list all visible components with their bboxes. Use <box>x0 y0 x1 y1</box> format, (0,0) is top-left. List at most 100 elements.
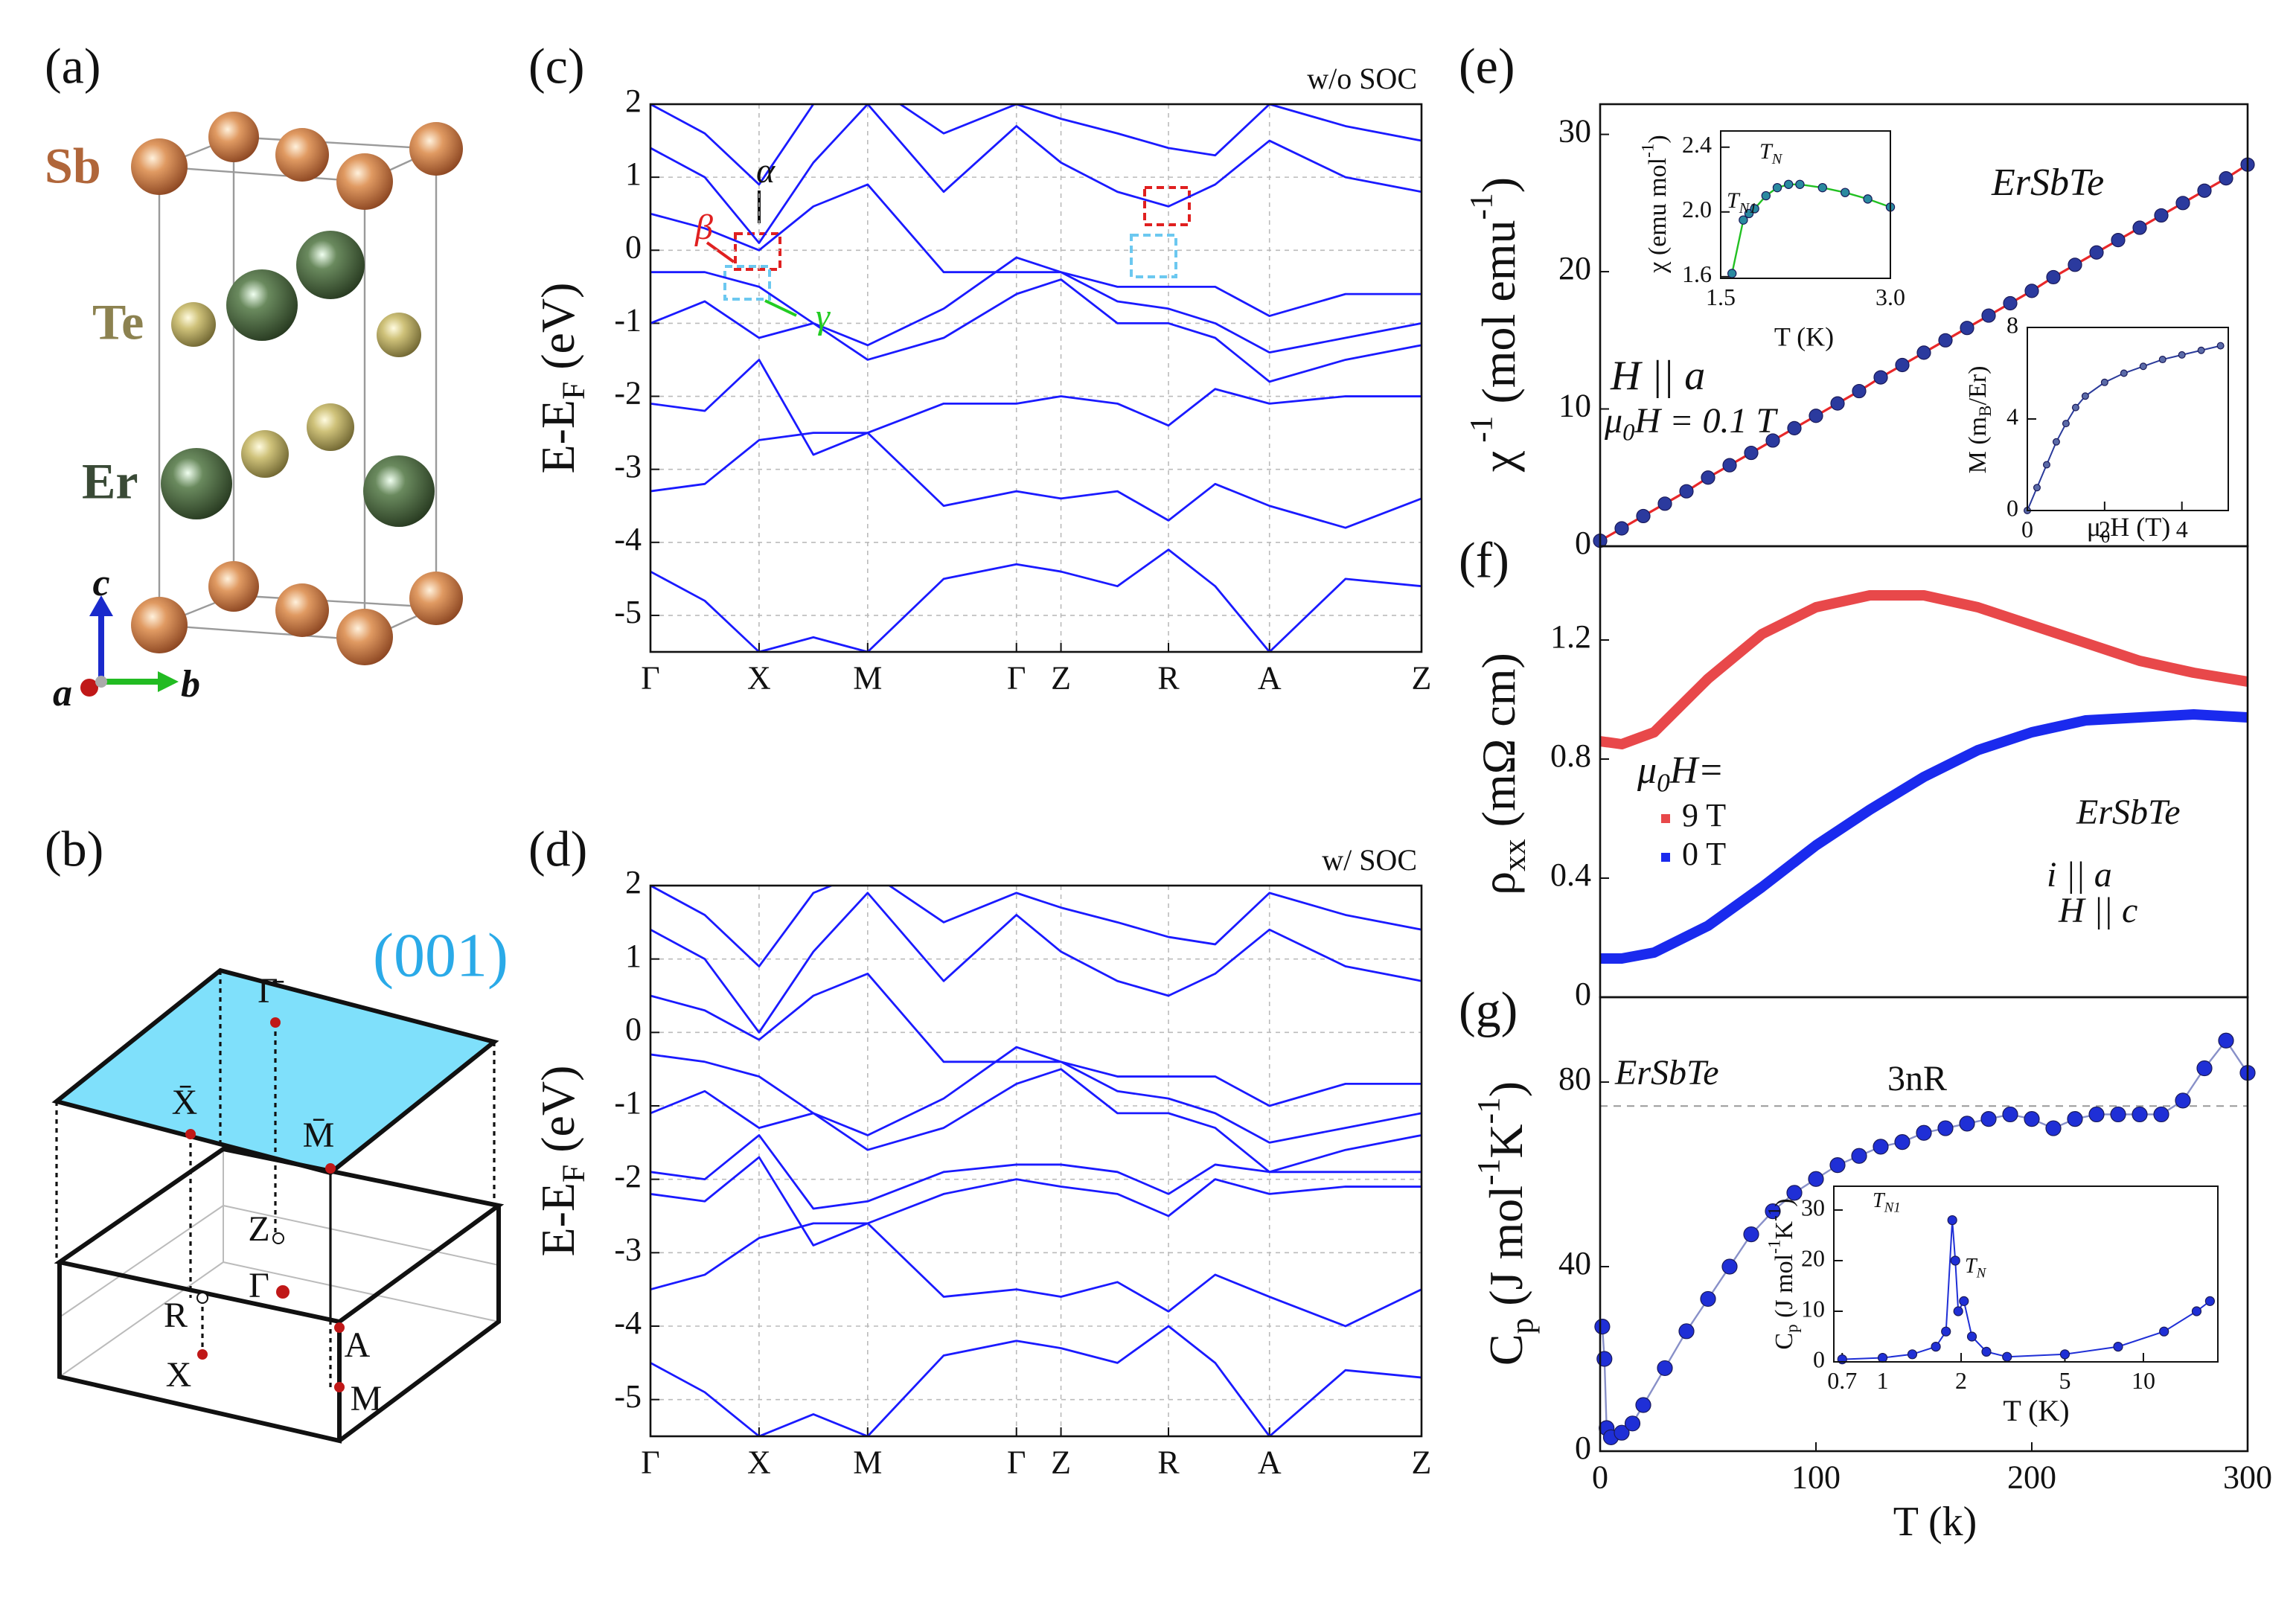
series-line <box>650 104 1422 186</box>
highlight-box <box>1130 234 1177 278</box>
data-point <box>1614 1424 1630 1441</box>
series-line <box>650 104 1422 244</box>
data-point <box>1750 204 1759 214</box>
annotation: ErSbTe <box>1991 161 2104 204</box>
element-label: Er <box>82 453 138 510</box>
data-point <box>1678 1323 1695 1340</box>
text-part: K <box>1480 1124 1532 1158</box>
data-point <box>1829 1157 1846 1174</box>
annotation: i || a <box>2047 855 2112 895</box>
atom-sb <box>131 138 188 195</box>
text-part: T <box>1873 1189 1886 1212</box>
data-point <box>2132 220 2147 235</box>
series-line <box>650 278 1422 383</box>
text-part: H (T) <box>2110 512 2170 542</box>
text-part: μ <box>1604 401 1622 441</box>
text-part: N <box>1976 1266 1987 1281</box>
y-tick-label: 0.4 <box>1550 857 1591 893</box>
data-point <box>1959 1296 1969 1306</box>
text-part: /Er) <box>1964 366 1992 406</box>
atom-er <box>161 448 232 519</box>
axis-label: a <box>53 672 72 714</box>
series-line <box>1600 709 2248 964</box>
data-point <box>1981 1346 1992 1357</box>
x-tick-label: 2 <box>1955 1367 1967 1394</box>
data-point <box>1937 1120 1954 1136</box>
projection-line <box>55 970 496 1387</box>
x-tick-label: X <box>747 1444 771 1481</box>
text-part: (eV) <box>531 283 584 382</box>
y-tick-label: 2 <box>625 83 642 119</box>
x-tick-label: A <box>1258 1444 1282 1481</box>
text-part: p <box>1504 1318 1540 1334</box>
annotation: TN1 <box>1873 1189 1901 1215</box>
series-line <box>650 359 1422 456</box>
k-point <box>185 1129 196 1139</box>
text-part: 0 <box>1657 768 1670 798</box>
data-point <box>2071 403 2079 412</box>
x-tick-label: X <box>747 660 771 697</box>
series-line <box>650 886 1422 967</box>
x-tick-label: Γ <box>1007 660 1026 697</box>
data-point <box>1808 1171 1824 1187</box>
x-tick-label: M <box>853 660 882 697</box>
data-point <box>1877 1352 1888 1363</box>
data-point <box>1594 1319 1611 1335</box>
text-part: E-E <box>531 400 584 474</box>
series-line <box>650 432 1422 529</box>
text-part: -1 <box>1471 1097 1506 1124</box>
y-tick-label: 30 <box>1801 1194 1825 1220</box>
annotation: γ <box>816 297 831 336</box>
zone-edge <box>54 1146 505 1444</box>
atom-sb <box>208 561 259 612</box>
legend-swatch <box>1661 853 1670 862</box>
k-label: R <box>164 1296 188 1335</box>
x-axis-label: T (K) <box>1774 321 1834 351</box>
data-point <box>1765 433 1780 448</box>
y-tick-label: -5 <box>614 1378 642 1415</box>
legend-label: 9 T <box>1682 797 1726 833</box>
crystal-structure: (a) Sb Te Er c a b <box>45 38 463 714</box>
y-axis-label: χ -1 (mol emu-1) <box>1463 177 1524 473</box>
data-point <box>1960 321 1974 336</box>
annotation: μ0H = 0.1 T <box>1604 401 1778 447</box>
data-point <box>1657 1360 1673 1377</box>
element-label: Sb <box>45 138 101 194</box>
x-tick-label: R <box>1157 1444 1180 1481</box>
data-point <box>2159 1326 2169 1337</box>
k-point <box>334 1382 345 1392</box>
text-part: -1 <box>1463 193 1499 220</box>
annotation: α <box>756 151 776 191</box>
y-tick-label: 80 <box>1558 1060 1591 1097</box>
data-point <box>1614 521 1629 536</box>
data-point <box>2175 1092 2191 1109</box>
data-point <box>2052 438 2060 446</box>
atom-er <box>226 269 298 341</box>
panel-label: (b) <box>45 821 103 877</box>
x-tick-label: Z <box>1051 660 1071 697</box>
y-axis-label: M (mB/Er) <box>1964 366 1996 474</box>
text-part: ) <box>1472 177 1525 193</box>
data-point <box>1863 194 1873 204</box>
text-part: ) <box>1480 1081 1532 1097</box>
data-point <box>1786 1185 1803 1201</box>
data-point <box>1830 396 1845 411</box>
data-point <box>1657 496 1672 511</box>
y-tick-label: 4 <box>2006 403 2018 429</box>
k-label: X <box>166 1355 192 1395</box>
k-label: Z <box>248 1209 269 1249</box>
y-tick-label: 2 <box>625 864 642 900</box>
text-part: T <box>1759 139 1774 164</box>
data-point <box>1761 191 1771 201</box>
axis-dot <box>80 679 98 697</box>
data-point <box>2033 484 2041 492</box>
k-point <box>270 1017 281 1028</box>
y-axis-label: E-EF (eV) <box>531 283 592 474</box>
text-part: T <box>1727 188 1741 213</box>
data-point <box>1840 188 1850 197</box>
data-point <box>2216 342 2225 350</box>
annotation: TN <box>1965 1255 1987 1281</box>
inset-background <box>1834 1186 2218 1362</box>
y-tick-label: 20 <box>1558 250 1591 287</box>
